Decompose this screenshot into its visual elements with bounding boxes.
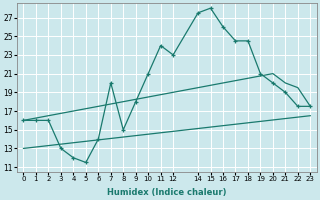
X-axis label: Humidex (Indice chaleur): Humidex (Indice chaleur)	[107, 188, 227, 197]
